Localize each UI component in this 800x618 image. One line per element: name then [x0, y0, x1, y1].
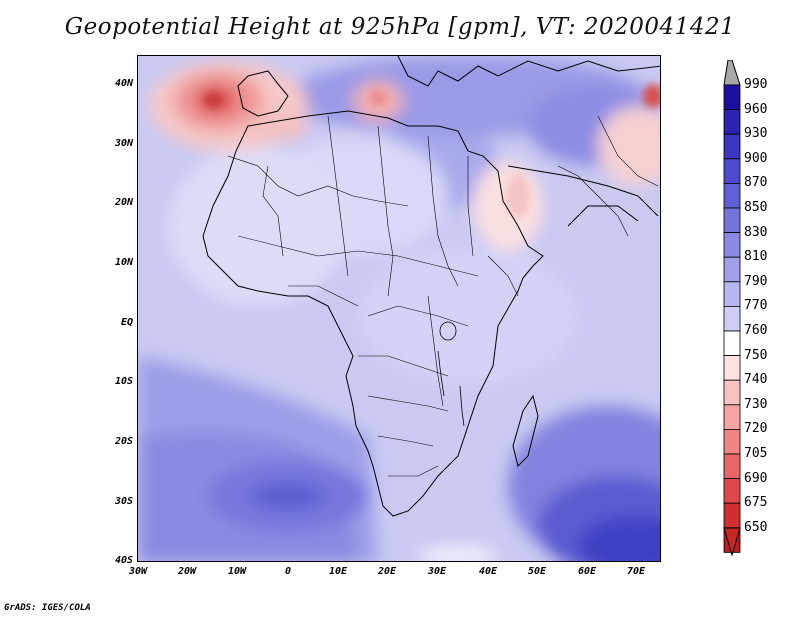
colorbar-level-label: 830	[744, 224, 768, 240]
grads-credit: GrADS: IGES/COLA	[4, 603, 91, 613]
colorbar-swatch	[723, 355, 741, 381]
colorbar-swatch	[723, 502, 741, 529]
colorbar-level-label: 650	[744, 519, 768, 535]
lon-label-0: 0	[284, 566, 292, 577]
colorbar	[723, 60, 741, 557]
colorbar-level-label: 790	[744, 273, 768, 289]
colorbar-swatch	[723, 109, 741, 135]
colorbar-level-label: 810	[744, 249, 768, 265]
colorbar-swatch	[723, 256, 741, 283]
colorbar-swatch	[723, 133, 741, 160]
colorbar-level-label: 730	[744, 396, 768, 412]
colorbar-level-label: 760	[744, 323, 768, 338]
lon-label-10e: 10E	[328, 566, 348, 577]
lat-label-20s: 20S	[114, 436, 133, 447]
lat-label-10n: 10N	[114, 257, 133, 268]
colorbar-swatch	[723, 207, 741, 234]
colorbar-swatch	[723, 232, 741, 258]
colorbar-level-label: 740	[744, 372, 768, 388]
lat-label-eq: EQ	[120, 317, 133, 328]
colorbar-level-label: 900	[744, 150, 768, 166]
colorbar-under-arrow	[723, 527, 741, 557]
lakes	[437, 321, 465, 427]
lat-label-40n: 40N	[114, 78, 133, 89]
colorbar-level-label: 990	[744, 77, 768, 92]
colorbar-swatch	[723, 478, 741, 504]
colorbar-level-label: 675	[744, 495, 768, 511]
coastlines	[202, 56, 660, 517]
height-field-detail	[204, 84, 660, 218]
map-title: Geopotential Height at 925hPa [gpm], VT:…	[64, 14, 736, 40]
colorbar-over-arrow	[723, 60, 741, 86]
lat-label-20n: 20N	[114, 197, 133, 208]
colorbar-swatch	[723, 305, 741, 332]
colorbar-level-label: 850	[744, 200, 768, 215]
colorbar-swatches	[723, 84, 741, 553]
lon-label-30w: 30W	[128, 566, 148, 577]
colorbar-level-label: 720	[744, 421, 768, 437]
colorbar-swatch	[723, 404, 741, 430]
lat-label-30n: 30N	[114, 138, 133, 149]
colorbar-level-label: 705	[744, 446, 768, 461]
colorbar-swatch	[723, 379, 741, 406]
map-plot-area	[137, 55, 661, 562]
lon-label-20w: 20W	[177, 566, 197, 577]
colorbar-level-label: 930	[744, 126, 768, 142]
colorbar-level-label: 770	[744, 298, 768, 314]
lon-label-30e: 30E	[427, 566, 447, 577]
lat-label-10s: 10S	[114, 376, 133, 387]
colorbar-swatch	[723, 84, 741, 111]
colorbar-level-label: 690	[744, 470, 768, 486]
colorbar-swatch	[723, 428, 741, 455]
colorbar-swatch	[723, 281, 741, 307]
colorbar-swatch	[723, 158, 741, 184]
height-field	[138, 56, 660, 561]
lon-label-10w: 10W	[227, 566, 247, 577]
lon-label-40e: 40E	[478, 566, 498, 577]
colorbar-swatch	[723, 183, 741, 209]
lon-label-50e: 50E	[527, 566, 547, 577]
colorbar-swatch	[723, 330, 741, 357]
borders	[227, 115, 659, 477]
colorbar-swatch	[723, 453, 741, 480]
lon-label-70e: 70E	[626, 566, 646, 577]
lat-label-30s: 30S	[114, 496, 133, 507]
colorbar-level-label: 870	[744, 175, 768, 191]
lon-label-20e: 20E	[377, 566, 397, 577]
colorbar-level-label: 960	[744, 101, 768, 117]
lon-label-60e: 60E	[577, 566, 597, 577]
colorbar-level-label: 750	[744, 347, 768, 363]
lat-label-40s: 40S	[114, 555, 133, 566]
